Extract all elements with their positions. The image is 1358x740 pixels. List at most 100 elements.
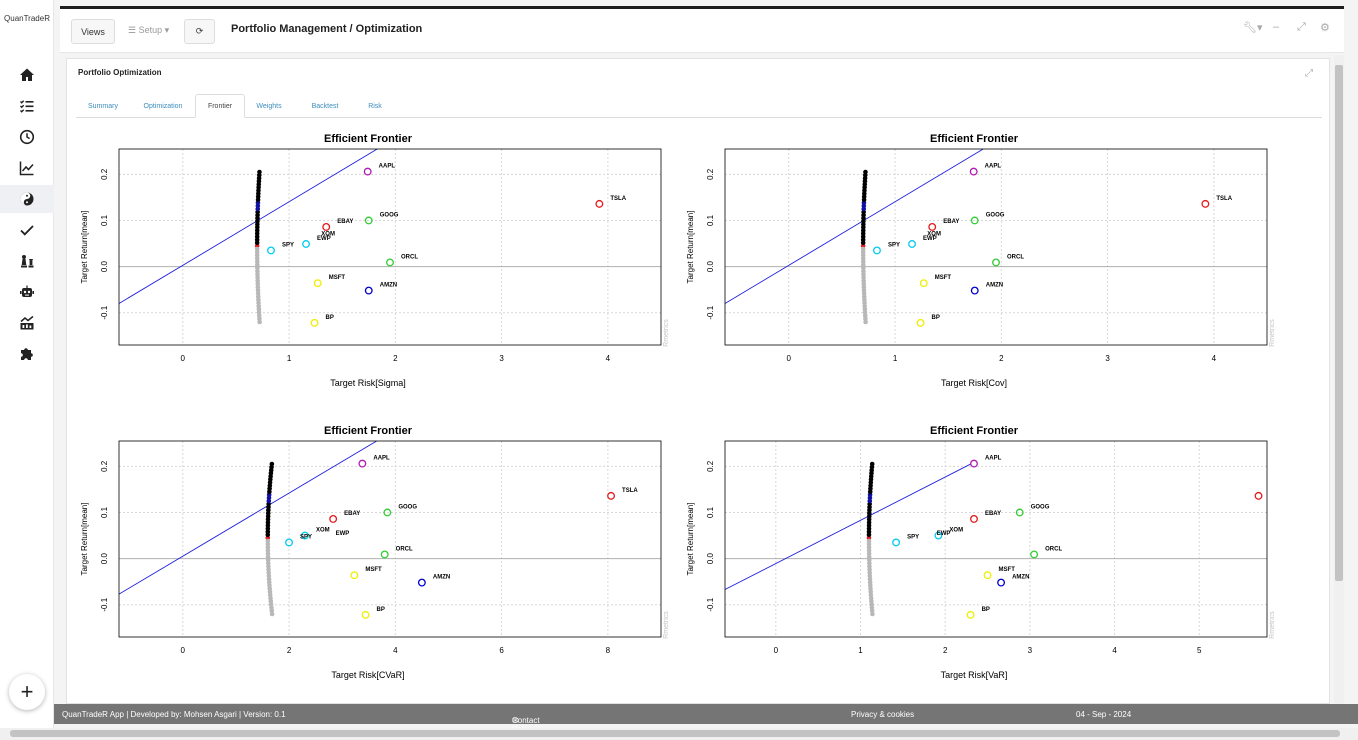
refresh-button[interactable]: ⟳ [184, 19, 215, 44]
settings-icon[interactable]: ⚙︎ [1320, 22, 1330, 34]
robot-icon[interactable] [0, 278, 54, 306]
x-tick-label: 8 [606, 646, 611, 655]
asset-label: TSLA [610, 196, 626, 202]
fullscreen-icon[interactable]: ⤢ [1297, 21, 1306, 33]
task-list-icon[interactable] [0, 92, 54, 120]
check-icon[interactable] [0, 216, 54, 244]
asset-point [302, 240, 310, 248]
horizontal-scrollbar[interactable] [0, 728, 1358, 740]
chart-title: Efficient Frontier [324, 425, 413, 437]
asset-label: GOOG [1031, 504, 1050, 510]
y-axis-label: Target Return[mean] [686, 503, 695, 576]
asset-label: ORCL [401, 254, 418, 260]
x-tick-label: 4 [1212, 354, 1217, 363]
rmetrics-watermark: Rmetrics [1269, 319, 1276, 347]
asset-label: AAPL [985, 164, 1002, 170]
asset-point [285, 538, 293, 547]
asset-label: BP [982, 607, 990, 613]
asset-point [358, 459, 367, 468]
asset-point [363, 167, 372, 176]
asset-point [983, 571, 992, 580]
tangency-line [725, 149, 984, 304]
asset-label: EBAY [337, 219, 353, 225]
tab-backtest[interactable]: Backtest [311, 102, 339, 110]
scroll-thumb[interactable] [1335, 65, 1343, 581]
x-axis-label: Target Risk[Sigma] [330, 378, 406, 388]
footer: QuanTradeR App | Developed by: Mohsen As… [54, 704, 1358, 734]
asset-label: XOM [316, 528, 330, 534]
analytics-icon[interactable] [0, 309, 54, 337]
x-axis-label: Target Risk[Cov] [941, 378, 1007, 388]
y-tick-label: -0.1 [706, 597, 715, 611]
asset-label: GOOG [380, 212, 399, 218]
asset-label: SPY [907, 534, 919, 540]
hscroll-thumb[interactable] [10, 730, 1340, 737]
frontier-point [863, 169, 868, 175]
asset-label: SPY [888, 242, 900, 248]
plot-frame [118, 440, 662, 638]
asset-label: EWP [317, 236, 331, 242]
asset-label: EBAY [985, 511, 1001, 517]
minimize-icon[interactable]: – [1273, 21, 1280, 33]
asset-point [892, 538, 901, 547]
home-icon[interactable] [0, 61, 54, 89]
frontier-point [257, 169, 262, 175]
asset-point [970, 286, 979, 295]
asset-label: MSFT [365, 567, 382, 573]
y-axis-label: Target Return[mean] [80, 211, 89, 284]
inefficient-point [257, 319, 262, 325]
add-button[interactable]: + [9, 674, 45, 710]
x-tick-label: 3 [499, 354, 504, 363]
asset-point [607, 491, 616, 500]
asset-label: AAPL [373, 456, 390, 462]
chart-title: Efficient Frontier [930, 133, 1019, 145]
chess-icon[interactable] [0, 247, 54, 275]
tab-weights[interactable]: Weights [256, 102, 282, 110]
clock-icon[interactable] [0, 123, 54, 151]
views-button[interactable]: Views [71, 19, 115, 44]
line-chart-icon[interactable] [0, 154, 54, 182]
asset-label: EWP [937, 531, 951, 537]
asset-label: XOM [321, 231, 335, 237]
setup-dropdown[interactable]: ☰ Setup ▾ [128, 25, 170, 35]
vertical-scrollbar[interactable] [1334, 55, 1344, 710]
chart-title: Efficient Frontier [930, 425, 1019, 437]
plot-area [725, 459, 1263, 619]
asset-label: XOM [949, 528, 963, 534]
x-tick-label: 2 [393, 354, 398, 363]
wrench-icon[interactable]: 🔧︎▾ [1243, 22, 1263, 34]
expand-icon[interactable]: ⤢ [1305, 68, 1313, 79]
asset-label: EWP [336, 531, 350, 537]
tab-risk[interactable]: Risk [368, 102, 382, 110]
tab-frontier[interactable]: Frontier [195, 94, 245, 118]
chart-svg: Efficient Frontier 0 1 2 3 4 5 -0.1 0.0 0.1 0.2 AAP… [686, 425, 1276, 680]
asset-point [313, 279, 322, 288]
x-tick-label: 0 [787, 354, 792, 363]
asset-label: BP [377, 607, 385, 613]
asset-point [350, 571, 359, 580]
privacy-link[interactable]: Privacy & cookies [851, 710, 915, 719]
frontier-chart-cov: Efficient Frontier 0 1 2 3 4 -0.1 0.0 0.1 0.2 AAPL… [679, 129, 1279, 404]
chart-svg: Efficient Frontier 0 2 4 6 8 -0.1 0.0 0.1 0.2 AAPL… [80, 425, 670, 680]
caret-down-icon: ▾ [164, 25, 170, 35]
asset-point [1201, 199, 1210, 208]
yin-yang-icon[interactable] [0, 185, 54, 213]
x-tick-label: 6 [499, 646, 504, 655]
asset-point [997, 578, 1006, 587]
asset-label: ORCL [1007, 254, 1024, 260]
asset-label: BP [932, 315, 940, 321]
y-axis-label: Target Return[mean] [686, 211, 695, 284]
frontier-chart-var: Efficient Frontier 0 1 2 3 4 5 -0.1 0.0 0.1 0.2 AAP… [679, 421, 1279, 696]
inefficient-point [860, 246, 866, 252]
page-title: Portfolio Management / Optimization [231, 23, 423, 35]
asset-label: AAPL [379, 164, 396, 170]
plot-area [119, 441, 616, 619]
tab-optimization[interactable]: Optimization [143, 102, 183, 110]
asset-point [364, 216, 373, 225]
puzzle-icon[interactable] [0, 340, 54, 368]
asset-point [329, 514, 338, 523]
asset-label: SPY [282, 242, 294, 248]
y-tick-label: 0.0 [706, 552, 715, 564]
tab-summary[interactable]: Summary [88, 102, 118, 110]
asset-label: AMZN [1012, 575, 1029, 581]
